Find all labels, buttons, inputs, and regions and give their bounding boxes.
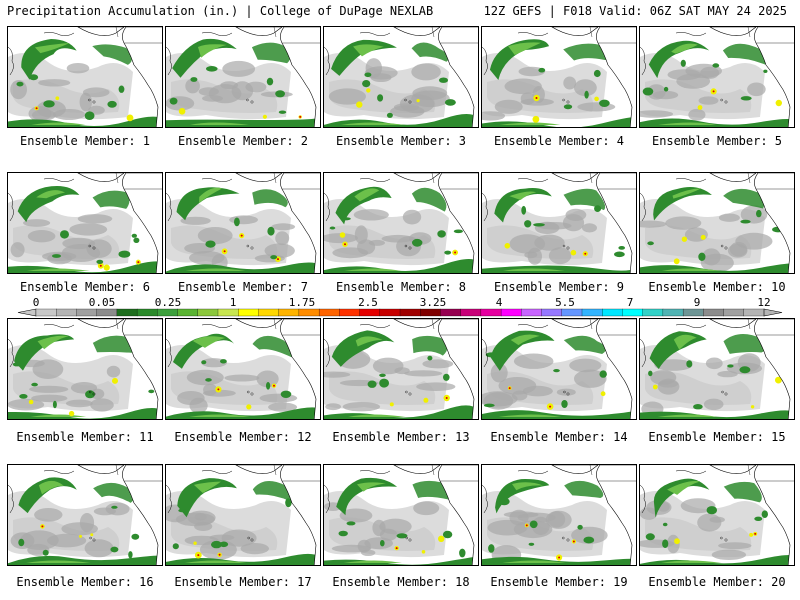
- colorbar-left-arrow: [17, 308, 37, 317]
- colorbar-swatch: [258, 308, 280, 317]
- ensemble-member-label: Ensemble Member: 1: [19, 134, 151, 148]
- ensemble-member-label: Ensemble Member: 5: [651, 134, 783, 148]
- colorbar-tick-label: 1.75: [288, 296, 316, 309]
- colorbar-tick-label: 9: [693, 296, 701, 309]
- colorbar-swatch: [521, 308, 543, 317]
- colorbar-swatch: [339, 308, 360, 317]
- ensemble-member-map: [7, 464, 163, 566]
- ensemble-member-map: [165, 172, 321, 274]
- ensemble-member-label: Ensemble Member: 3: [335, 134, 467, 148]
- colorbar-tick-label: 3.25: [419, 296, 447, 309]
- ensemble-member-map: [7, 172, 163, 274]
- ensemble-member-map: [7, 26, 163, 128]
- ensemble-member-label: Ensemble Member: 2: [177, 134, 309, 148]
- ensemble-member-map: [323, 464, 479, 566]
- colorbar-swatch: [399, 308, 421, 317]
- colorbar-tick-label: 2.5: [358, 296, 378, 309]
- colorbar-swatch: [581, 308, 603, 317]
- ensemble-member-label: Ensemble Member: 13: [332, 430, 470, 444]
- colorbar-tick-label: 7: [626, 296, 634, 309]
- colorbar-swatch: [278, 308, 300, 317]
- colorbar-swatch: [177, 308, 199, 317]
- colorbar-swatch: [420, 308, 441, 317]
- colorbar-swatch: [76, 308, 98, 317]
- ensemble-member-map: [639, 172, 795, 274]
- colorbar-swatch: [359, 308, 381, 317]
- ensemble-member-map: [7, 318, 163, 420]
- colorbar-swatch: [622, 308, 644, 317]
- ensemble-member-label: Ensemble Member: 17: [174, 575, 312, 589]
- colorbar-swatch: [460, 308, 482, 317]
- colorbar-swatch: [703, 308, 725, 317]
- ensemble-member-map: [639, 26, 795, 128]
- colorbar-swatch: [682, 308, 704, 317]
- ensemble-member-map: [481, 318, 637, 420]
- colorbar-swatch: [379, 308, 401, 317]
- colorbar-swatch: [56, 308, 77, 317]
- ensemble-member-label: Ensemble Member: 20: [648, 575, 786, 589]
- colorbar-swatch: [723, 308, 745, 317]
- ensemble-member-label: Ensemble Member: 12: [174, 430, 312, 444]
- colorbar-tick-label: 0: [32, 296, 40, 309]
- ensemble-member-map: [481, 464, 637, 566]
- colorbar-swatch: [318, 308, 340, 317]
- colorbar-swatch: [35, 308, 57, 317]
- colorbar-swatch: [662, 308, 684, 317]
- colorbar-swatch: [440, 308, 462, 317]
- colorbar-swatch: [500, 308, 522, 317]
- ensemble-member-map: [323, 318, 479, 420]
- ensemble-member-map: [165, 318, 321, 420]
- ensemble-member-label: Ensemble Member: 19: [490, 575, 628, 589]
- colorbar-tick-label: 12: [757, 296, 771, 309]
- run-info: 12Z GEFS | F018 Valid: 06Z SAT MAY 24 20…: [483, 4, 787, 18]
- ensemble-member-label: Ensemble Member: 14: [490, 430, 628, 444]
- ensemble-member-map: [165, 26, 321, 128]
- precipitation-colorbar: [17, 308, 783, 317]
- ensemble-member-map: [323, 26, 479, 128]
- colorbar-swatch: [743, 308, 765, 317]
- ensemble-member-label: Ensemble Member: 7: [177, 280, 309, 294]
- colorbar-swatch: [561, 308, 583, 317]
- ensemble-member-map: [165, 464, 321, 566]
- colorbar-tick-label: 5.5: [555, 296, 575, 309]
- colorbar-tick-label: 0.25: [154, 296, 182, 309]
- ensemble-member-label: Ensemble Member: 9: [493, 280, 625, 294]
- colorbar-swatch: [298, 308, 320, 317]
- map-title: Precipitation Accumulation (in.) | Colle…: [7, 4, 434, 18]
- ensemble-member-label: Ensemble Member: 11: [16, 430, 154, 444]
- ensemble-member-label: Ensemble Member: 15: [648, 430, 786, 444]
- ensemble-member-map: [639, 318, 795, 420]
- ensemble-member-label: Ensemble Member: 8: [335, 280, 467, 294]
- colorbar-swatch: [238, 308, 259, 317]
- colorbar-swatch: [116, 308, 138, 317]
- ensemble-member-label: Ensemble Member: 18: [332, 575, 470, 589]
- colorbar-tick-label: 0.05: [88, 296, 116, 309]
- ensemble-member-label: Ensemble Member: 4: [493, 134, 625, 148]
- ensemble-member-label: Ensemble Member: 6: [19, 280, 151, 294]
- colorbar-swatch: [642, 308, 664, 317]
- colorbar-swatch: [541, 308, 563, 317]
- colorbar-swatch: [96, 308, 118, 317]
- colorbar-tick-label: 1: [229, 296, 237, 309]
- ensemble-member-label: Ensemble Member: 10: [648, 280, 786, 294]
- colorbar-swatch: [157, 308, 179, 317]
- colorbar-tick-label: 4: [495, 296, 503, 309]
- colorbar-swatch: [136, 308, 158, 317]
- colorbar-right-arrow: [763, 308, 783, 317]
- ensemble-member-map: [481, 26, 637, 128]
- colorbar-swatch: [602, 308, 623, 317]
- ensemble-member-map: [639, 464, 795, 566]
- ensemble-member-label: Ensemble Member: 16: [16, 575, 154, 589]
- colorbar-swatch: [197, 308, 219, 317]
- colorbar-swatch: [217, 308, 239, 317]
- colorbar-swatch: [480, 308, 502, 317]
- ensemble-member-map: [323, 172, 479, 274]
- ensemble-member-map: [481, 172, 637, 274]
